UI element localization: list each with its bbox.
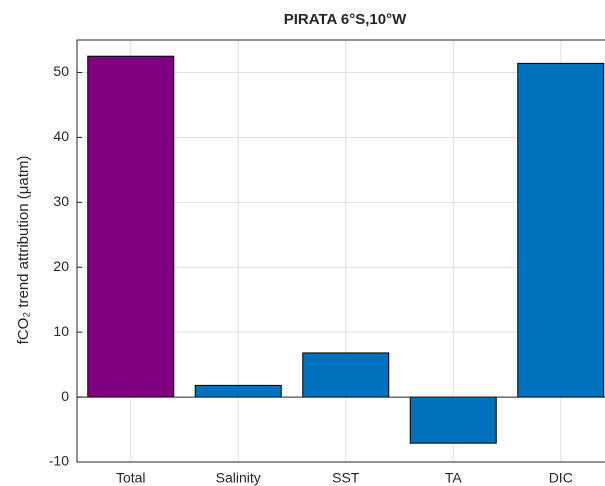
axes-box <box>76 39 605 463</box>
y-axis-label: fCO₂ trend attribution (μatm) <box>15 156 32 345</box>
x-tick-label: Salinity <box>216 470 261 486</box>
bar <box>194 384 282 398</box>
y-tick-label: 20 <box>53 258 69 274</box>
y-tick-label: -10 <box>49 453 69 469</box>
x-tick-label: SST <box>332 470 360 486</box>
bar <box>302 352 390 398</box>
x-tick-label: TA <box>445 470 463 486</box>
y-tick-label: 10 <box>53 323 69 339</box>
y-tick-label: 50 <box>53 63 69 79</box>
y-tick-label: 0 <box>61 388 69 404</box>
x-tick-label: DIC <box>549 470 573 486</box>
x-tick-label: Total <box>116 470 146 486</box>
y-tick-label: 30 <box>53 193 69 209</box>
bar <box>517 62 605 398</box>
chart-title: PIRATA 6°S,10°W <box>284 11 407 28</box>
bar <box>409 396 497 444</box>
bar <box>87 55 175 398</box>
y-tick-label: 40 <box>53 128 69 144</box>
